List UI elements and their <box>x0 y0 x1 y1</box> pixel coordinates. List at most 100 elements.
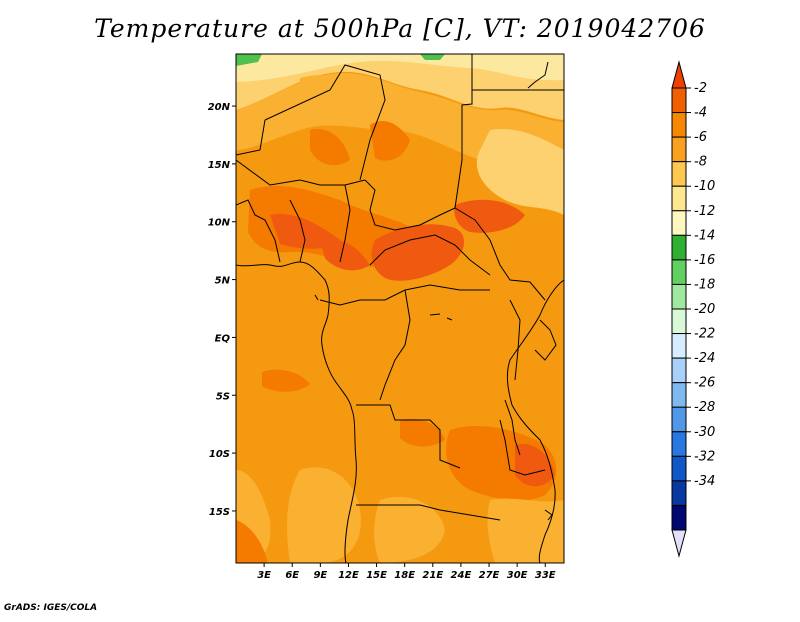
border-cameroon-congo <box>319 284 490 306</box>
colorbar-label: -20 <box>694 302 715 317</box>
lat-tick-label: 5N <box>215 276 231 287</box>
lon-tick-label: 18E <box>394 570 415 581</box>
lat-tick-label: 15S <box>209 507 230 518</box>
field-light-orange-north <box>236 72 564 170</box>
colorbar: -2 -4 -6 -8 -10 -12 -14 -16 -18 -20 -22 -24 -26 -28 -3… <box>671 60 715 558</box>
colorbar-swatch <box>671 234 687 261</box>
lat-tick-label: 20N <box>208 102 231 113</box>
lon-tick-label: 27E <box>479 570 500 581</box>
border-car <box>369 234 491 276</box>
colorbar-label: -16 <box>694 253 715 268</box>
colorbar-label: -26 <box>694 376 715 391</box>
island-bioko <box>314 294 319 301</box>
colorbar-label: -24 <box>694 351 715 366</box>
field-green-nw <box>236 54 262 66</box>
lat-axis: 20N 15N 10N 5N EQ 5S 10S 15S <box>208 102 236 518</box>
lon-axis: 3E 6E 9E 12E 15E 18E 21E 24E 27E 30E 33E <box>257 563 556 581</box>
colorbar-swatch <box>671 504 687 531</box>
field-deep-orange-west2 <box>320 239 370 271</box>
border-mali-niger <box>264 64 386 181</box>
river-congo <box>429 313 453 321</box>
lon-tick-label: 30E <box>507 570 528 581</box>
colorbar-label: -6 <box>694 130 707 145</box>
field-dark-orange-s3 <box>400 418 445 447</box>
border-lake-region <box>509 299 521 381</box>
field-very-pale-north <box>236 54 564 82</box>
field-pale-north <box>236 54 564 120</box>
field-pale-northeast <box>476 129 564 215</box>
temperature-field <box>236 54 564 563</box>
field-deep-orange-east <box>454 199 525 233</box>
border-zambia <box>499 419 546 476</box>
lat-tick-label: 10N <box>208 218 231 229</box>
coastline-east <box>506 279 564 563</box>
colorbar-swatch <box>671 455 687 482</box>
colorbar-swatch <box>671 112 687 138</box>
colorbar-swatch <box>671 480 687 506</box>
field-light-orange-patch1 <box>300 75 380 98</box>
colorbar-swatch <box>671 431 687 457</box>
colorbar-bottom-arrow <box>671 529 687 558</box>
colorbar-label: -28 <box>694 400 715 415</box>
border-mauritania <box>236 119 266 156</box>
field-deep-orange-se <box>515 444 555 487</box>
border-congo-drc <box>379 289 411 401</box>
field-dark-orange-sw <box>236 520 268 563</box>
field-light-orange-se2 <box>487 498 564 563</box>
colorbar-top-arrow <box>671 60 687 89</box>
colorbar-swatch <box>671 308 687 335</box>
field-green-n <box>420 54 445 60</box>
border-chad-south <box>364 179 456 231</box>
colorbar-label: -12 <box>694 204 715 219</box>
lat-tick-label: 10S <box>209 449 230 460</box>
border-sudan-west <box>454 54 473 209</box>
lon-tick-label: 9E <box>313 570 327 581</box>
lake-malawi-south <box>544 509 553 521</box>
lat-tick-label: 5S <box>216 391 230 402</box>
credit-label: GrADS: IGES/COLA <box>4 603 98 613</box>
field-light-orange-s <box>287 467 361 563</box>
lake-victoria <box>534 319 557 361</box>
lon-tick-label: 24E <box>451 570 472 581</box>
border-angola-namibia <box>356 504 501 521</box>
lon-tick-label: 33E <box>535 570 556 581</box>
coast-red-sea <box>527 61 549 89</box>
colorbar-label: -4 <box>694 106 707 121</box>
coastline-west <box>236 261 357 563</box>
colorbar-swatch <box>671 283 687 310</box>
border-westafrica-inner <box>236 199 281 263</box>
colorbar-label: -10 <box>694 179 715 194</box>
colorbar-swatch <box>671 382 687 408</box>
colorbar-swatch <box>671 357 687 384</box>
field-dark-orange-north2 <box>310 129 350 166</box>
lon-tick-label: 12E <box>338 570 359 581</box>
colorbar-label: -34 <box>694 474 715 489</box>
colorbar-swatch <box>671 259 687 285</box>
lat-tick-label: 15N <box>208 160 231 171</box>
field-orange-central <box>408 296 480 340</box>
colorbar-swatch <box>671 406 687 433</box>
border-south-sudan <box>454 207 546 301</box>
colorbar-label: -18 <box>694 277 715 292</box>
colorbar-label: -32 <box>694 449 715 464</box>
colorbar-swatch <box>671 210 687 236</box>
lon-tick-label: 21E <box>422 570 443 581</box>
map-frame <box>235 53 565 564</box>
colorbar-label: -22 <box>694 327 715 342</box>
field-dark-orange-gabon <box>262 369 310 392</box>
field-light-orange-s2 <box>374 496 445 563</box>
border-sahel <box>236 159 366 186</box>
lon-tick-label: 6E <box>285 570 299 581</box>
colorbar-swatch <box>671 185 687 212</box>
lat-tick-label: EQ <box>215 333 231 344</box>
lake-tanganyika <box>504 399 521 456</box>
colorbar-swatch <box>671 161 687 187</box>
colorbar-swatch <box>671 136 687 163</box>
border-angola-drc <box>356 404 461 469</box>
map-title: Temperature at 500hPa [C], VT: 201904270… <box>94 14 706 43</box>
border-nigeria-east <box>339 184 351 263</box>
colorbar-swatch <box>671 333 687 359</box>
field-dark-orange-north <box>370 120 410 161</box>
